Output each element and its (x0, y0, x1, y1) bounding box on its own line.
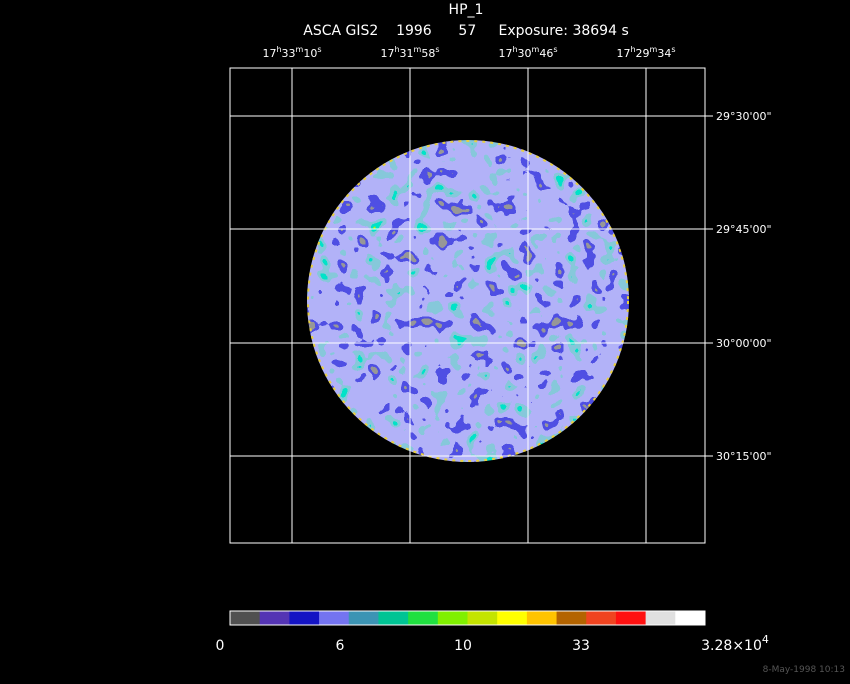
dec-label: 29°45'00" (716, 223, 772, 236)
ra-unit: h (394, 45, 399, 54)
colorbar-segment (556, 611, 587, 625)
xray-image (307, 140, 629, 462)
ra-value: 46 (539, 47, 553, 60)
frame (229, 67, 706, 544)
title: HP_1 (449, 2, 484, 18)
colorbar-segment (378, 611, 409, 625)
colorbar-segment (289, 611, 320, 625)
exponent: 4 (762, 633, 769, 646)
counts-map (307, 140, 629, 462)
colorbar-max-label: 3.28×104 (701, 633, 769, 654)
colorbar-label: 6 (336, 638, 345, 654)
ra-unit: m (532, 45, 540, 54)
ra-unit: m (650, 45, 658, 54)
colorbar-segment (348, 611, 379, 625)
ra-value: 30 (518, 47, 532, 60)
ra-value: 29 (636, 47, 650, 60)
ra-unit: s (553, 45, 557, 54)
colorbar-label: 0 (216, 638, 225, 654)
ra-value: 17 (380, 47, 394, 60)
colorbar-segment (586, 611, 617, 625)
colorbar-segment (615, 611, 647, 625)
ra-unit: s (671, 45, 675, 54)
mantissa: 3.28×10 (701, 638, 762, 654)
ra-value: 17 (262, 47, 276, 60)
ra-value: 33 (282, 47, 296, 60)
colorbar-segment (437, 611, 468, 625)
ra-unit: m (296, 45, 304, 54)
ra-unit: s (317, 45, 321, 54)
ra-unit: h (276, 45, 281, 54)
colorbar-segment (467, 611, 498, 625)
dec-label: 30°15'00" (716, 450, 772, 463)
ra-value: 34 (657, 47, 671, 60)
colorbar-segment (526, 611, 558, 625)
ra-value: 17 (616, 47, 630, 60)
rim (307, 140, 629, 462)
ra-label: 17h31m58s (380, 45, 439, 60)
ra-unit: s (435, 45, 439, 54)
colorbar-segment (645, 611, 676, 625)
colorbar-label: 33 (572, 638, 590, 654)
coordinate-grid (230, 68, 705, 543)
ra-label: 17h33m10s (262, 45, 321, 60)
ra-value: 10 (303, 47, 317, 60)
colorbar-segment (408, 611, 439, 625)
colorbar-segment (497, 611, 528, 625)
timestamp: 8-May-1998 10:13 (763, 665, 845, 675)
ra-value: 58 (421, 47, 435, 60)
ra-unit: m (414, 45, 422, 54)
dec-label: 29°30'00" (716, 110, 772, 123)
ra-label: 17h30m46s (498, 45, 557, 60)
colorbar-segment (230, 611, 261, 625)
ra-unit: h (512, 45, 517, 54)
colorbar-segment (259, 611, 290, 625)
colorbar-segment (319, 611, 350, 625)
dec-label: 30°00'00" (716, 337, 772, 350)
ra-value: 17 (498, 47, 512, 60)
ra-label: 17h29m34s (616, 45, 675, 60)
colorbar-frame (229, 610, 706, 626)
colorbar-segment (675, 611, 706, 625)
ra-value: 31 (400, 47, 414, 60)
colorbar-label: 10 (454, 638, 472, 654)
subtitle: ASCA GIS2 1996 57 Exposure: 38694 s (303, 23, 629, 39)
ra-unit: h (630, 45, 635, 54)
